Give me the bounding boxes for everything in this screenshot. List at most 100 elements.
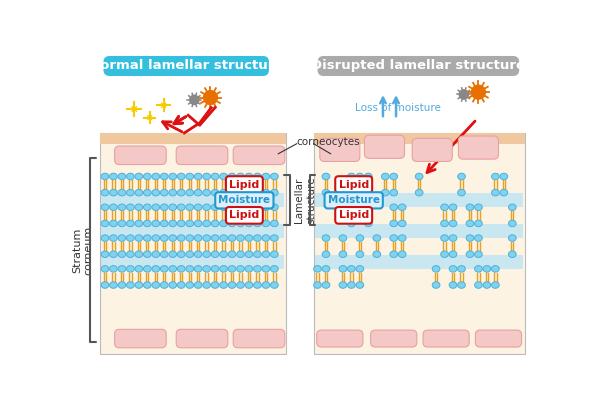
Ellipse shape	[314, 282, 322, 288]
Ellipse shape	[441, 251, 448, 258]
Ellipse shape	[236, 266, 244, 272]
Ellipse shape	[152, 204, 160, 210]
Ellipse shape	[211, 235, 219, 242]
Ellipse shape	[160, 173, 168, 180]
Ellipse shape	[356, 173, 364, 180]
Ellipse shape	[475, 204, 482, 210]
Ellipse shape	[236, 220, 244, 227]
Ellipse shape	[143, 235, 151, 242]
Circle shape	[190, 95, 199, 105]
Ellipse shape	[160, 220, 168, 227]
Ellipse shape	[127, 251, 134, 258]
Ellipse shape	[458, 189, 466, 196]
Ellipse shape	[220, 173, 227, 180]
Ellipse shape	[466, 204, 474, 210]
Text: Stratum
corneum: Stratum corneum	[72, 225, 94, 275]
Ellipse shape	[347, 189, 355, 196]
Text: Lipid: Lipid	[229, 210, 259, 220]
Ellipse shape	[101, 251, 109, 258]
Ellipse shape	[415, 189, 423, 196]
Bar	[315, 224, 523, 238]
Ellipse shape	[491, 189, 499, 196]
Ellipse shape	[152, 266, 160, 272]
Ellipse shape	[143, 266, 151, 272]
Ellipse shape	[347, 173, 355, 180]
Ellipse shape	[152, 173, 160, 180]
Ellipse shape	[449, 266, 457, 272]
Ellipse shape	[178, 220, 185, 227]
Ellipse shape	[262, 204, 270, 210]
Text: Disrupted lamellar structure: Disrupted lamellar structure	[311, 59, 526, 73]
Ellipse shape	[186, 204, 194, 210]
Ellipse shape	[382, 173, 389, 180]
Ellipse shape	[271, 173, 278, 180]
Ellipse shape	[347, 204, 355, 210]
Ellipse shape	[441, 235, 448, 242]
Ellipse shape	[254, 173, 262, 180]
Ellipse shape	[220, 235, 227, 242]
Ellipse shape	[160, 266, 168, 272]
Ellipse shape	[262, 235, 270, 242]
Ellipse shape	[186, 235, 194, 242]
Ellipse shape	[475, 235, 482, 242]
Ellipse shape	[143, 204, 151, 210]
FancyBboxPatch shape	[233, 146, 285, 164]
Ellipse shape	[152, 235, 160, 242]
Ellipse shape	[186, 266, 194, 272]
Ellipse shape	[160, 282, 168, 288]
Ellipse shape	[236, 282, 244, 288]
Circle shape	[472, 85, 485, 99]
Text: Lamellar
structure: Lamellar structure	[295, 176, 316, 224]
Text: Moisture: Moisture	[218, 195, 271, 205]
Ellipse shape	[390, 251, 398, 258]
Ellipse shape	[466, 235, 474, 242]
FancyBboxPatch shape	[317, 56, 519, 76]
Bar	[101, 255, 284, 269]
Ellipse shape	[118, 235, 126, 242]
Ellipse shape	[458, 282, 466, 288]
Ellipse shape	[228, 204, 236, 210]
Ellipse shape	[322, 251, 330, 258]
Ellipse shape	[211, 173, 219, 180]
Ellipse shape	[152, 251, 160, 258]
Ellipse shape	[228, 251, 236, 258]
Ellipse shape	[314, 266, 322, 272]
Ellipse shape	[500, 189, 508, 196]
Ellipse shape	[398, 235, 406, 242]
Ellipse shape	[390, 204, 398, 210]
Ellipse shape	[322, 266, 330, 272]
FancyBboxPatch shape	[115, 330, 166, 348]
Ellipse shape	[101, 220, 109, 227]
Text: corneocytes: corneocytes	[297, 137, 361, 147]
Ellipse shape	[101, 189, 109, 196]
Ellipse shape	[356, 251, 364, 258]
Ellipse shape	[390, 173, 398, 180]
FancyBboxPatch shape	[320, 138, 360, 161]
FancyBboxPatch shape	[475, 330, 521, 347]
Ellipse shape	[236, 173, 244, 180]
Ellipse shape	[118, 266, 126, 272]
Ellipse shape	[211, 251, 219, 258]
Ellipse shape	[203, 173, 211, 180]
Ellipse shape	[152, 282, 160, 288]
Ellipse shape	[390, 235, 398, 242]
Ellipse shape	[398, 251, 406, 258]
Ellipse shape	[178, 189, 185, 196]
Ellipse shape	[449, 220, 457, 227]
Ellipse shape	[228, 282, 236, 288]
Ellipse shape	[508, 235, 516, 242]
Ellipse shape	[220, 189, 227, 196]
Ellipse shape	[449, 204, 457, 210]
Ellipse shape	[508, 204, 516, 210]
Ellipse shape	[500, 173, 508, 180]
Ellipse shape	[236, 251, 244, 258]
Ellipse shape	[441, 204, 448, 210]
Ellipse shape	[254, 282, 262, 288]
Ellipse shape	[160, 204, 168, 210]
Ellipse shape	[127, 173, 134, 180]
Ellipse shape	[398, 220, 406, 227]
Ellipse shape	[475, 220, 482, 227]
Ellipse shape	[118, 173, 126, 180]
Ellipse shape	[228, 235, 236, 242]
Ellipse shape	[135, 173, 143, 180]
